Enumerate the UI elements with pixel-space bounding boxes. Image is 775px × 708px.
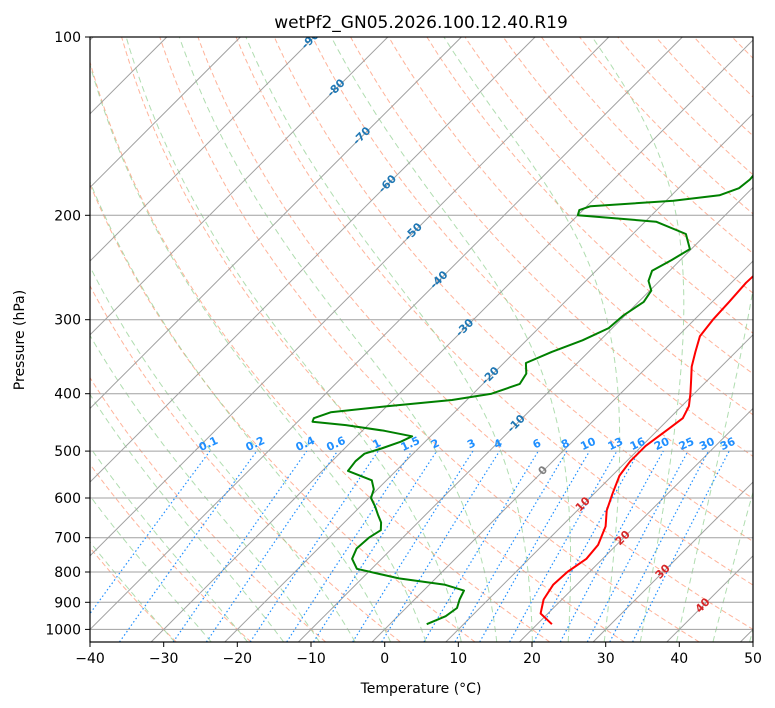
dry-adiabat-line [90,183,476,642]
mixing-ratio-label: 25 [677,435,696,453]
mixing-ratio-label: 16 [628,435,648,453]
mixing-ratio-line [559,450,664,642]
x-tick-label: 20 [523,651,541,667]
dry-adiabats [90,37,753,642]
sounding-series [311,174,753,626]
isotherm-line [298,186,753,642]
x-tick-label: 10 [449,651,467,667]
moist-adiabat-line [90,265,356,642]
x-tick-label: −30 [149,651,179,667]
isotherm-line [224,113,753,642]
isotherm-line [150,39,753,642]
moist-adiabat-line [90,62,427,642]
moist-adiabat-line [330,37,572,642]
isotherm-line [90,37,462,410]
x-axis-label: Temperature (°C) [360,681,482,697]
dry-adiabat-line [541,37,753,254]
mixing-ratio-line [509,450,618,642]
x-tick-label: −20 [223,651,253,667]
mixing-ratio-line [533,450,640,642]
y-tick-label: 100 [54,30,81,46]
dry-adiabat-line [464,37,753,334]
moist-adiabat-line [90,495,212,642]
mixing-ratio-line [119,450,258,642]
mixing-ratio-line [454,450,568,642]
dry-adiabat-line [273,37,753,543]
x-tick-label: 50 [744,651,762,667]
x-tick-label: 0 [380,651,389,667]
dry-adiabat-line [388,37,753,416]
isotherm-line [90,37,315,262]
mixing-ratio-line [352,450,474,642]
dry-adiabat-line [159,37,700,642]
dry-adiabat-line [579,37,753,215]
mixing-ratio-line [312,450,438,642]
isotherm-line [90,37,683,631]
plot-frame [89,36,754,643]
isotherm-line [592,481,753,642]
isotherm-line [445,334,753,642]
mixing-ratio-label: 10 [578,435,598,453]
dry-adiabat-line [197,37,753,630]
dry-adiabat-line [235,37,753,586]
y-tick-label: 700 [54,531,81,547]
moist-adiabat-line [90,180,391,642]
moist-adiabat-line [90,446,248,642]
dry-adiabat-line [121,37,625,642]
mixing-ratio-label: 36 [718,435,738,453]
x-axis: −40 −30 −20 −10 0 10 20 30 40 50 [75,642,762,667]
y-tick-label: 200 [54,208,81,224]
mixing-ratio-line [90,450,211,615]
temperature-profile-line [539,274,753,625]
isotherm-line [90,37,241,189]
isotherm-line [371,260,753,642]
dry-adiabat-line [426,37,753,375]
moist-adiabat-line [245,37,533,642]
dry-adiabat-line [90,376,327,642]
y-axis: 100 200 300 400 500 600 700 800 900 1000 [45,30,90,638]
moist-adiabat-line [712,490,753,642]
y-tick-label: 500 [54,444,81,460]
moist-adiabat-line [178,37,498,642]
y-tick-label: 1000 [45,622,81,638]
mixing-ratio-line [172,450,308,642]
isotherm-line [519,407,753,642]
isotherms [90,37,753,642]
y-tick-label: 400 [54,387,81,403]
x-tick-label: 30 [597,651,615,667]
mixing-ratio-label: 13 [606,435,625,453]
y-tick-label: 600 [54,491,81,507]
y-tick-label: 900 [54,595,81,611]
moist-adiabat-line [591,37,685,642]
mixing-ratio-line [479,450,591,642]
isotherm-line [90,37,610,557]
isotherm-line [90,37,536,483]
y-tick-label: 300 [54,313,81,329]
moist-adiabat-line [125,37,462,642]
dry-adiabat-line [311,37,753,500]
mixing-ratio-line [205,450,338,642]
mixing-ratio-line [423,450,539,642]
moist-adiabat-line [676,286,753,642]
mixing-ratio-label: 20 [652,435,672,453]
x-tick-label: −40 [75,651,105,667]
x-tick-label: −10 [296,651,326,667]
mixing-ratio-line [381,450,501,642]
dry-adiabat-line [90,60,551,642]
mixing-ratio-label: 30 [697,435,717,453]
chart-title: wetPf2_GN05.2026.100.12.40.R19 [274,13,568,33]
y-axis-label: Pressure (hPa) [12,290,28,390]
mixing-ratio-lines [90,450,730,642]
x-tick-label: 40 [670,651,688,667]
isotherm-line [90,37,389,336]
y-tick-label: 800 [54,565,81,581]
pressure-gridlines [90,37,753,630]
dewpoint-profile-line [311,174,753,626]
